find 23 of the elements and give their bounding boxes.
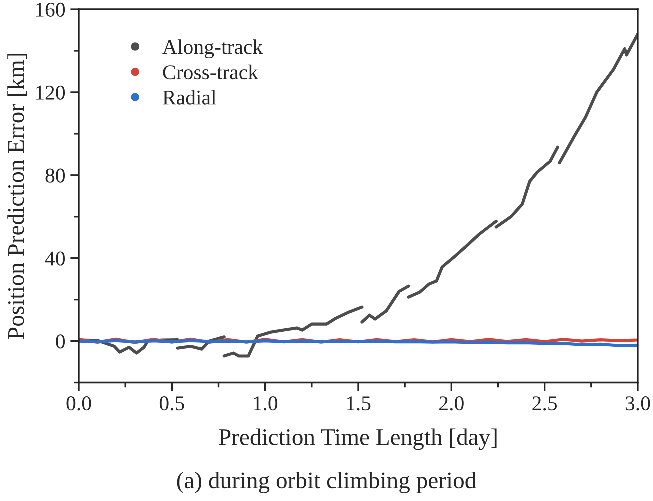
x-tick-label: 0.5	[160, 396, 184, 411]
line-series	[222, 306, 364, 358]
y-axis-title: Position Prediction Error [km]	[8, 54, 28, 340]
line-series	[558, 32, 638, 164]
line-series	[407, 220, 498, 299]
y-tick-label: 120	[36, 86, 66, 100]
legend-label: Along-track	[162, 40, 264, 59]
x-tick-label: 2.0	[440, 396, 464, 411]
x-tick-label: 1.0	[254, 396, 278, 411]
line-series	[494, 146, 560, 229]
x-tick-label: 0.0	[66, 396, 92, 411]
x-axis-title: Prediction Time Length [day]	[219, 428, 497, 450]
y-tick-label: 0	[56, 334, 66, 349]
y-tick-label: 40	[45, 252, 66, 266]
text: (a) during orbit climbing period	[177, 472, 476, 494]
x-tick-label: 1.5	[347, 396, 371, 411]
line-series	[360, 284, 410, 324]
y-tick-label: 80	[46, 168, 66, 183]
y-tick-label: 160	[36, 2, 66, 17]
legend-label: Radial	[163, 90, 216, 105]
legend-label: Cross-track	[163, 64, 258, 80]
x-tick-label: 2.5	[532, 396, 558, 411]
x-tick-label: 3.0	[626, 396, 650, 411]
